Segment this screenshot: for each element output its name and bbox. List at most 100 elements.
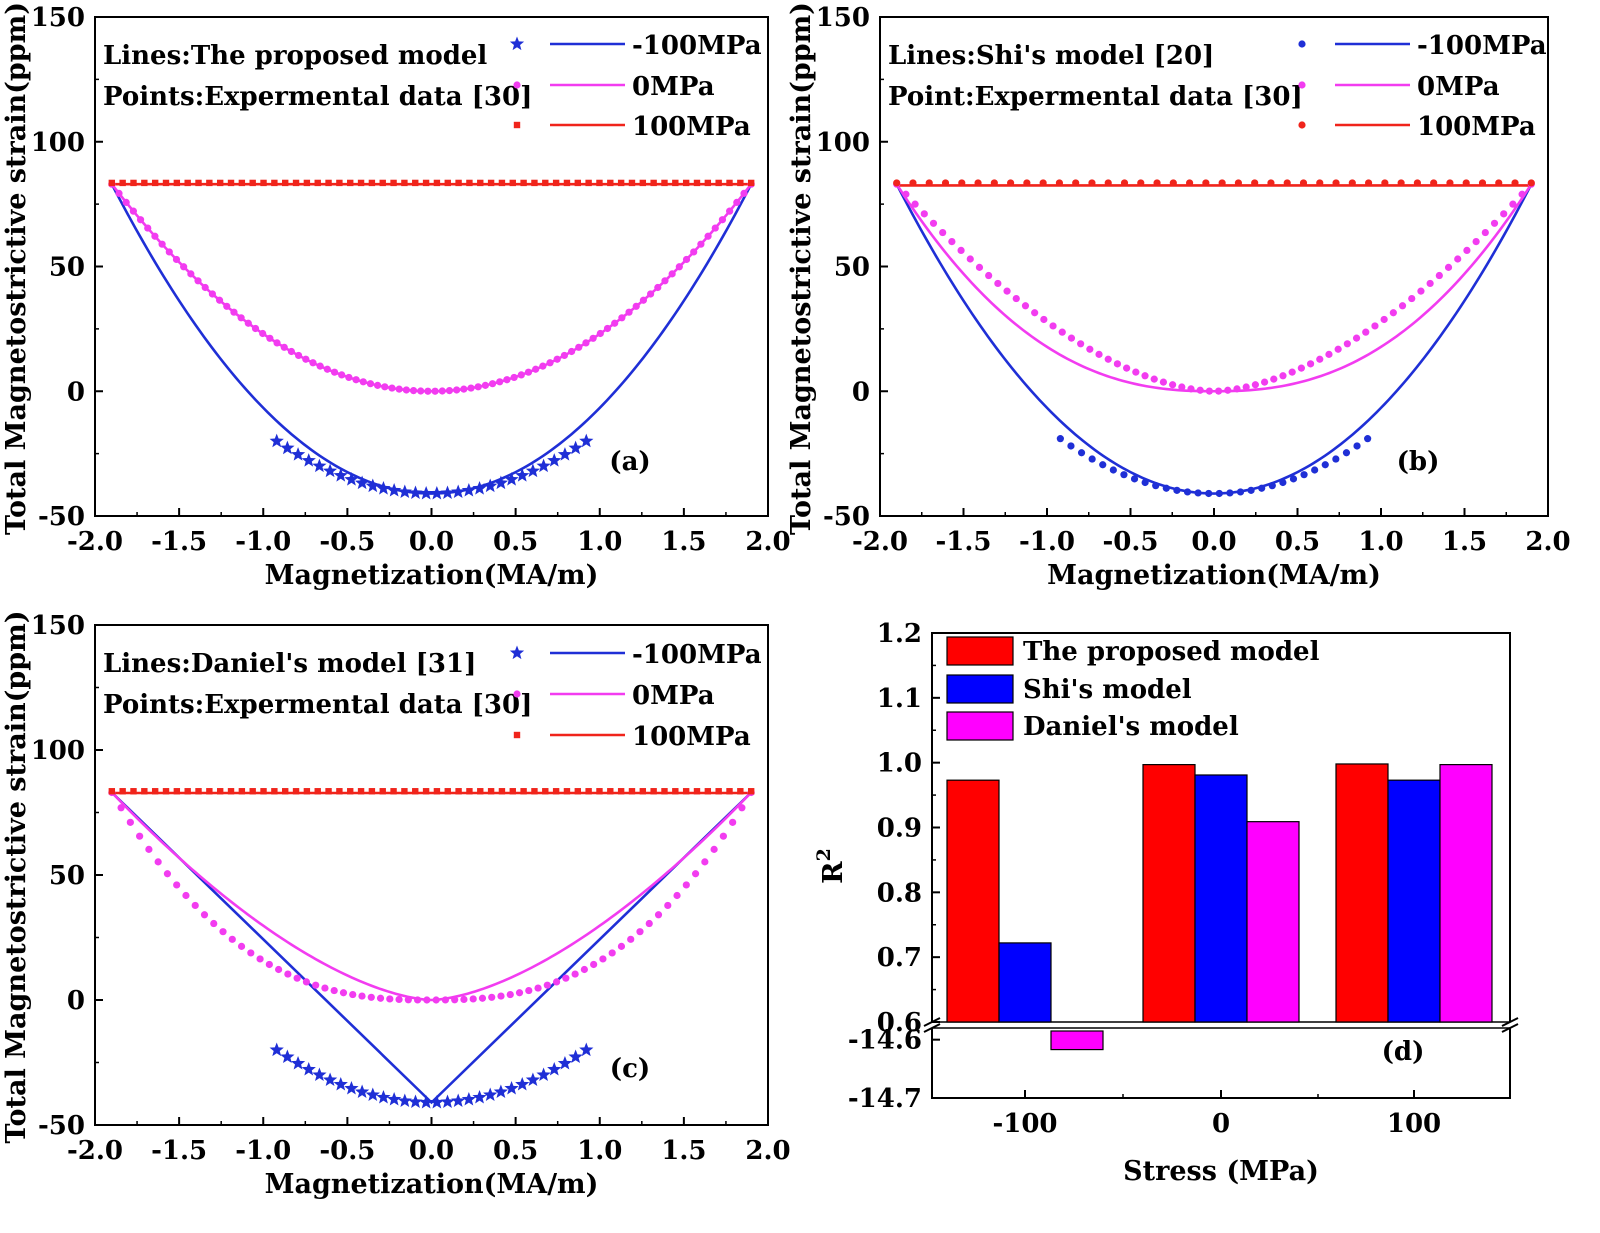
data-point xyxy=(1113,360,1122,368)
y-tick-label: 50 xyxy=(49,861,85,891)
data-point xyxy=(948,237,956,246)
data-point xyxy=(301,453,316,467)
data-point xyxy=(693,179,701,187)
data-point xyxy=(582,339,590,347)
data-point xyxy=(271,179,278,187)
data-point xyxy=(401,179,408,187)
x-tick-label: -100 xyxy=(992,1109,1057,1139)
data-point xyxy=(920,210,928,218)
data-note: Point:Expermental data [30] xyxy=(888,82,1303,112)
panel-d: 0.6 0.7 0.8 0.9 1.0 1.1 1.2 -14.6 -14.7 -100 0 100 T… xyxy=(813,619,1519,1187)
data-point xyxy=(1205,387,1214,395)
x-tick-label: 0 xyxy=(1212,1109,1230,1139)
data-point xyxy=(302,978,311,986)
data-point xyxy=(693,788,701,795)
data-point xyxy=(596,788,603,795)
data-point xyxy=(1332,455,1340,463)
legend-label: Shi's model xyxy=(1023,675,1192,705)
data-point xyxy=(237,942,246,950)
data-point xyxy=(141,788,148,795)
legend-label: 100MPa xyxy=(632,112,751,142)
legend-swatch xyxy=(946,711,1014,741)
data-point xyxy=(1527,179,1535,187)
data-point xyxy=(151,788,159,795)
data-point xyxy=(422,179,430,187)
legend-marker xyxy=(1298,40,1306,48)
panel-tag: (d) xyxy=(1382,1037,1425,1067)
data-point xyxy=(704,179,712,187)
data-point xyxy=(466,179,473,187)
data-point xyxy=(408,1094,423,1109)
data-point xyxy=(414,996,422,1004)
data-point xyxy=(129,207,137,215)
data-point xyxy=(312,458,327,473)
data-point xyxy=(1132,368,1140,376)
data-point xyxy=(256,955,264,963)
data-point xyxy=(697,240,705,248)
x-tick-label: -2.0 xyxy=(67,1136,123,1166)
data-point xyxy=(223,302,231,310)
legend-marker xyxy=(509,36,525,51)
data-point xyxy=(432,996,440,1004)
data-point xyxy=(280,1049,295,1064)
data-point xyxy=(618,314,626,322)
data-point xyxy=(366,380,375,388)
data-point xyxy=(395,995,403,1004)
data-point xyxy=(1413,179,1421,187)
data-point xyxy=(517,371,525,379)
data-point xyxy=(536,458,551,473)
data-point xyxy=(617,788,625,795)
data-point xyxy=(691,870,700,878)
data-point xyxy=(412,179,419,187)
data-point xyxy=(344,1080,359,1095)
x-tick-label: -1.5 xyxy=(151,1136,207,1166)
data-point xyxy=(738,804,746,812)
y-tick-label: 0 xyxy=(852,377,870,407)
data-point xyxy=(208,290,216,298)
data-point xyxy=(510,373,518,382)
data-point xyxy=(287,347,296,356)
data-point xyxy=(672,788,679,795)
data-point xyxy=(122,198,130,206)
data-point xyxy=(603,324,612,333)
data-point xyxy=(525,986,533,995)
data-point xyxy=(1352,334,1361,342)
data-point xyxy=(1067,334,1076,342)
data-point xyxy=(929,219,938,227)
data-point xyxy=(444,179,451,187)
data-point xyxy=(672,179,679,187)
data-point xyxy=(269,433,284,448)
data-point xyxy=(515,989,524,997)
data-point xyxy=(719,832,727,840)
data-point xyxy=(1077,340,1085,348)
data-point xyxy=(292,179,300,187)
data-point xyxy=(542,788,549,795)
panel-tag: (c) xyxy=(610,1054,650,1084)
x-tick-label: 0.5 xyxy=(1275,527,1320,557)
break-mark xyxy=(1501,1017,1519,1027)
y-tick-label: 0.8 xyxy=(877,878,922,908)
data-point xyxy=(1364,179,1373,187)
data-point xyxy=(520,179,527,187)
data-point xyxy=(1444,263,1453,271)
plot-area xyxy=(108,788,755,1109)
data-point xyxy=(509,788,516,795)
series-points-0MPa xyxy=(108,788,755,1004)
data-point xyxy=(244,319,252,327)
y-tick-label: 1.2 xyxy=(877,619,922,649)
data-point xyxy=(1183,488,1192,496)
data-point xyxy=(1362,328,1370,336)
data-point xyxy=(259,329,267,338)
data-point xyxy=(472,1089,487,1104)
data-point xyxy=(525,1072,541,1087)
data-point xyxy=(568,440,583,455)
data-point xyxy=(301,1061,316,1076)
data-point xyxy=(525,463,541,478)
bar-series-0 xyxy=(946,763,1389,1023)
data-point xyxy=(654,283,662,292)
data-point xyxy=(433,788,441,795)
data-point xyxy=(381,383,389,391)
data-point xyxy=(553,355,561,363)
data-point xyxy=(172,255,181,264)
panel-tag: (b) xyxy=(1397,447,1440,477)
